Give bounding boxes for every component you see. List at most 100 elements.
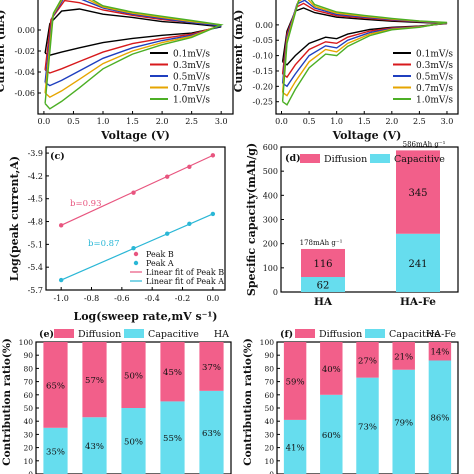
bar-segment <box>121 342 146 408</box>
x-axis-title: Voltage (V) <box>332 129 402 142</box>
y-tick-label: 200 <box>263 240 278 249</box>
bar-segment <box>199 342 224 391</box>
x-axis-title: Log(sweep rate,mV s⁻¹) <box>73 310 217 323</box>
bar-value-label: 86% <box>430 414 449 424</box>
bar-segment <box>356 342 379 378</box>
y-tick-label: 60 <box>264 391 274 400</box>
y-tick-label: -0.02 <box>14 47 35 56</box>
y-tick-label: 100 <box>19 338 34 347</box>
data-point <box>131 245 136 251</box>
data-point <box>187 221 192 227</box>
x-tick-label: -0.6 <box>114 294 129 303</box>
y-tick-label: -4.8 <box>28 218 43 227</box>
slope-annotation: b=0.93 <box>70 199 102 209</box>
bar-segment <box>356 377 379 474</box>
plot-frame <box>275 0 459 115</box>
data-point <box>58 223 64 228</box>
legend-label: Linear fit of Peak A <box>146 277 224 286</box>
bar-value-label: 79% <box>394 418 413 428</box>
x-tick-label: 2.0 <box>156 117 169 126</box>
legend-swatch <box>124 329 144 338</box>
bar-segment <box>43 342 68 428</box>
sample-tag: HA <box>214 329 229 340</box>
x-tick-label: 0.5 <box>67 117 80 126</box>
y-tick-label: 90 <box>23 351 33 360</box>
y-tick-label: 40 <box>23 417 33 426</box>
panel-c: -1.0 -0.8 -0.6 -0.4 -0.2 0.0 -3.9 -4.2 -4.5 -4.8 -… <box>8 146 226 323</box>
bar-value-label: 116 <box>313 259 332 270</box>
y-tick-label: 90 <box>264 351 274 360</box>
y-tick-label: 70 <box>264 378 274 387</box>
legend-label: Capacitive <box>394 154 445 165</box>
bar-value-label: 37% <box>202 363 221 373</box>
x-tick-label: 0.0 <box>206 294 219 303</box>
slope-annotation: b=0.87 <box>88 239 120 249</box>
bar-segment <box>199 390 224 474</box>
legend-swatch <box>54 329 74 338</box>
legend-label: 0.7mV/s <box>416 84 453 94</box>
y-tick-label: -4.5 <box>28 195 43 204</box>
y-tick-label: -0.10 <box>252 52 273 61</box>
panel-f: 0 10 20 30 40 50 60 70 80 90 100 41% 59% 60% 40% 73% 27%… <box>242 329 459 474</box>
bar-segment <box>283 419 307 474</box>
legend-label: Peak B <box>146 250 174 259</box>
y-tick-label: -4.2 <box>28 172 43 181</box>
bar-segment <box>121 408 146 474</box>
panel-d: 0 100 200 300 400 500 600 62 116 HA 178mAh g⁻¹ 241 3… <box>245 140 459 308</box>
legend-swatch <box>370 154 390 163</box>
y-tick-label: 50 <box>23 404 33 413</box>
bar-value-label: 60% <box>322 431 341 441</box>
bar-segment <box>283 342 307 420</box>
x-tick-label: 0.0 <box>275 117 288 126</box>
y-tick-label: -5.4 <box>28 263 43 272</box>
x-axis-title: Voltage (V) <box>100 129 170 142</box>
bar-value-label: 63% <box>202 429 221 439</box>
bar-value-label: 50% <box>124 438 143 448</box>
x-tick-label: 1.0 <box>97 117 110 126</box>
y-axis-title: Current (mA) <box>232 10 245 93</box>
y-tick-label: -0.05 <box>252 36 273 45</box>
y-tick-label: 600 <box>263 143 278 152</box>
bar-segment <box>428 360 452 474</box>
x-tick-label: 0.5 <box>303 117 316 126</box>
bar-value-label: 40% <box>322 365 341 375</box>
y-tick-label: 0.00 <box>17 26 35 35</box>
panel-letter: (e) <box>39 329 54 340</box>
y-tick-label: 70 <box>23 378 33 387</box>
x-tick-label: 1.5 <box>358 117 371 126</box>
x-tick-label: -0.4 <box>144 294 159 303</box>
cv-curve-0 <box>44 8 222 56</box>
bar-value-label: 50% <box>124 372 143 382</box>
y-tick-label: 10 <box>264 457 274 466</box>
y-tick-label: 80 <box>23 364 33 373</box>
bar-segment <box>392 369 415 474</box>
bar-segment <box>82 342 107 418</box>
bar-value-label: 27% <box>358 356 377 366</box>
y-tick-label: 400 <box>263 191 278 200</box>
x-tick-label: 3.0 <box>441 117 454 126</box>
x-tick-label: 1.5 <box>126 117 139 126</box>
cv-curve-4 <box>281 0 448 106</box>
y-tick-label: 30 <box>264 430 274 439</box>
y-tick-label: -0.15 <box>252 67 273 76</box>
y-axis-title: Contribution ratio(%) <box>1 338 13 466</box>
legend-marker <box>133 251 139 257</box>
bar-value-label: 14% <box>430 348 449 358</box>
bar-value-label: 43% <box>85 442 104 452</box>
panel-letter: (f) <box>280 329 293 340</box>
bar-value-label: 41% <box>286 443 305 453</box>
bar-value-label: 241 <box>408 259 427 270</box>
bar-segment <box>396 150 440 234</box>
category-label: HA <box>314 296 333 308</box>
y-tick-label: 100 <box>260 338 275 347</box>
bar-segment <box>320 394 343 474</box>
y-tick-label: -0.20 <box>252 82 273 91</box>
bar-segment <box>320 342 343 395</box>
y-tick-label: 100 <box>263 264 278 273</box>
panel-letter: (d) <box>285 153 301 164</box>
bar-segment <box>396 233 440 292</box>
x-tick-label: 1.0 <box>330 117 343 126</box>
data-point <box>187 164 192 169</box>
legend-label: Diffusion <box>319 329 362 340</box>
